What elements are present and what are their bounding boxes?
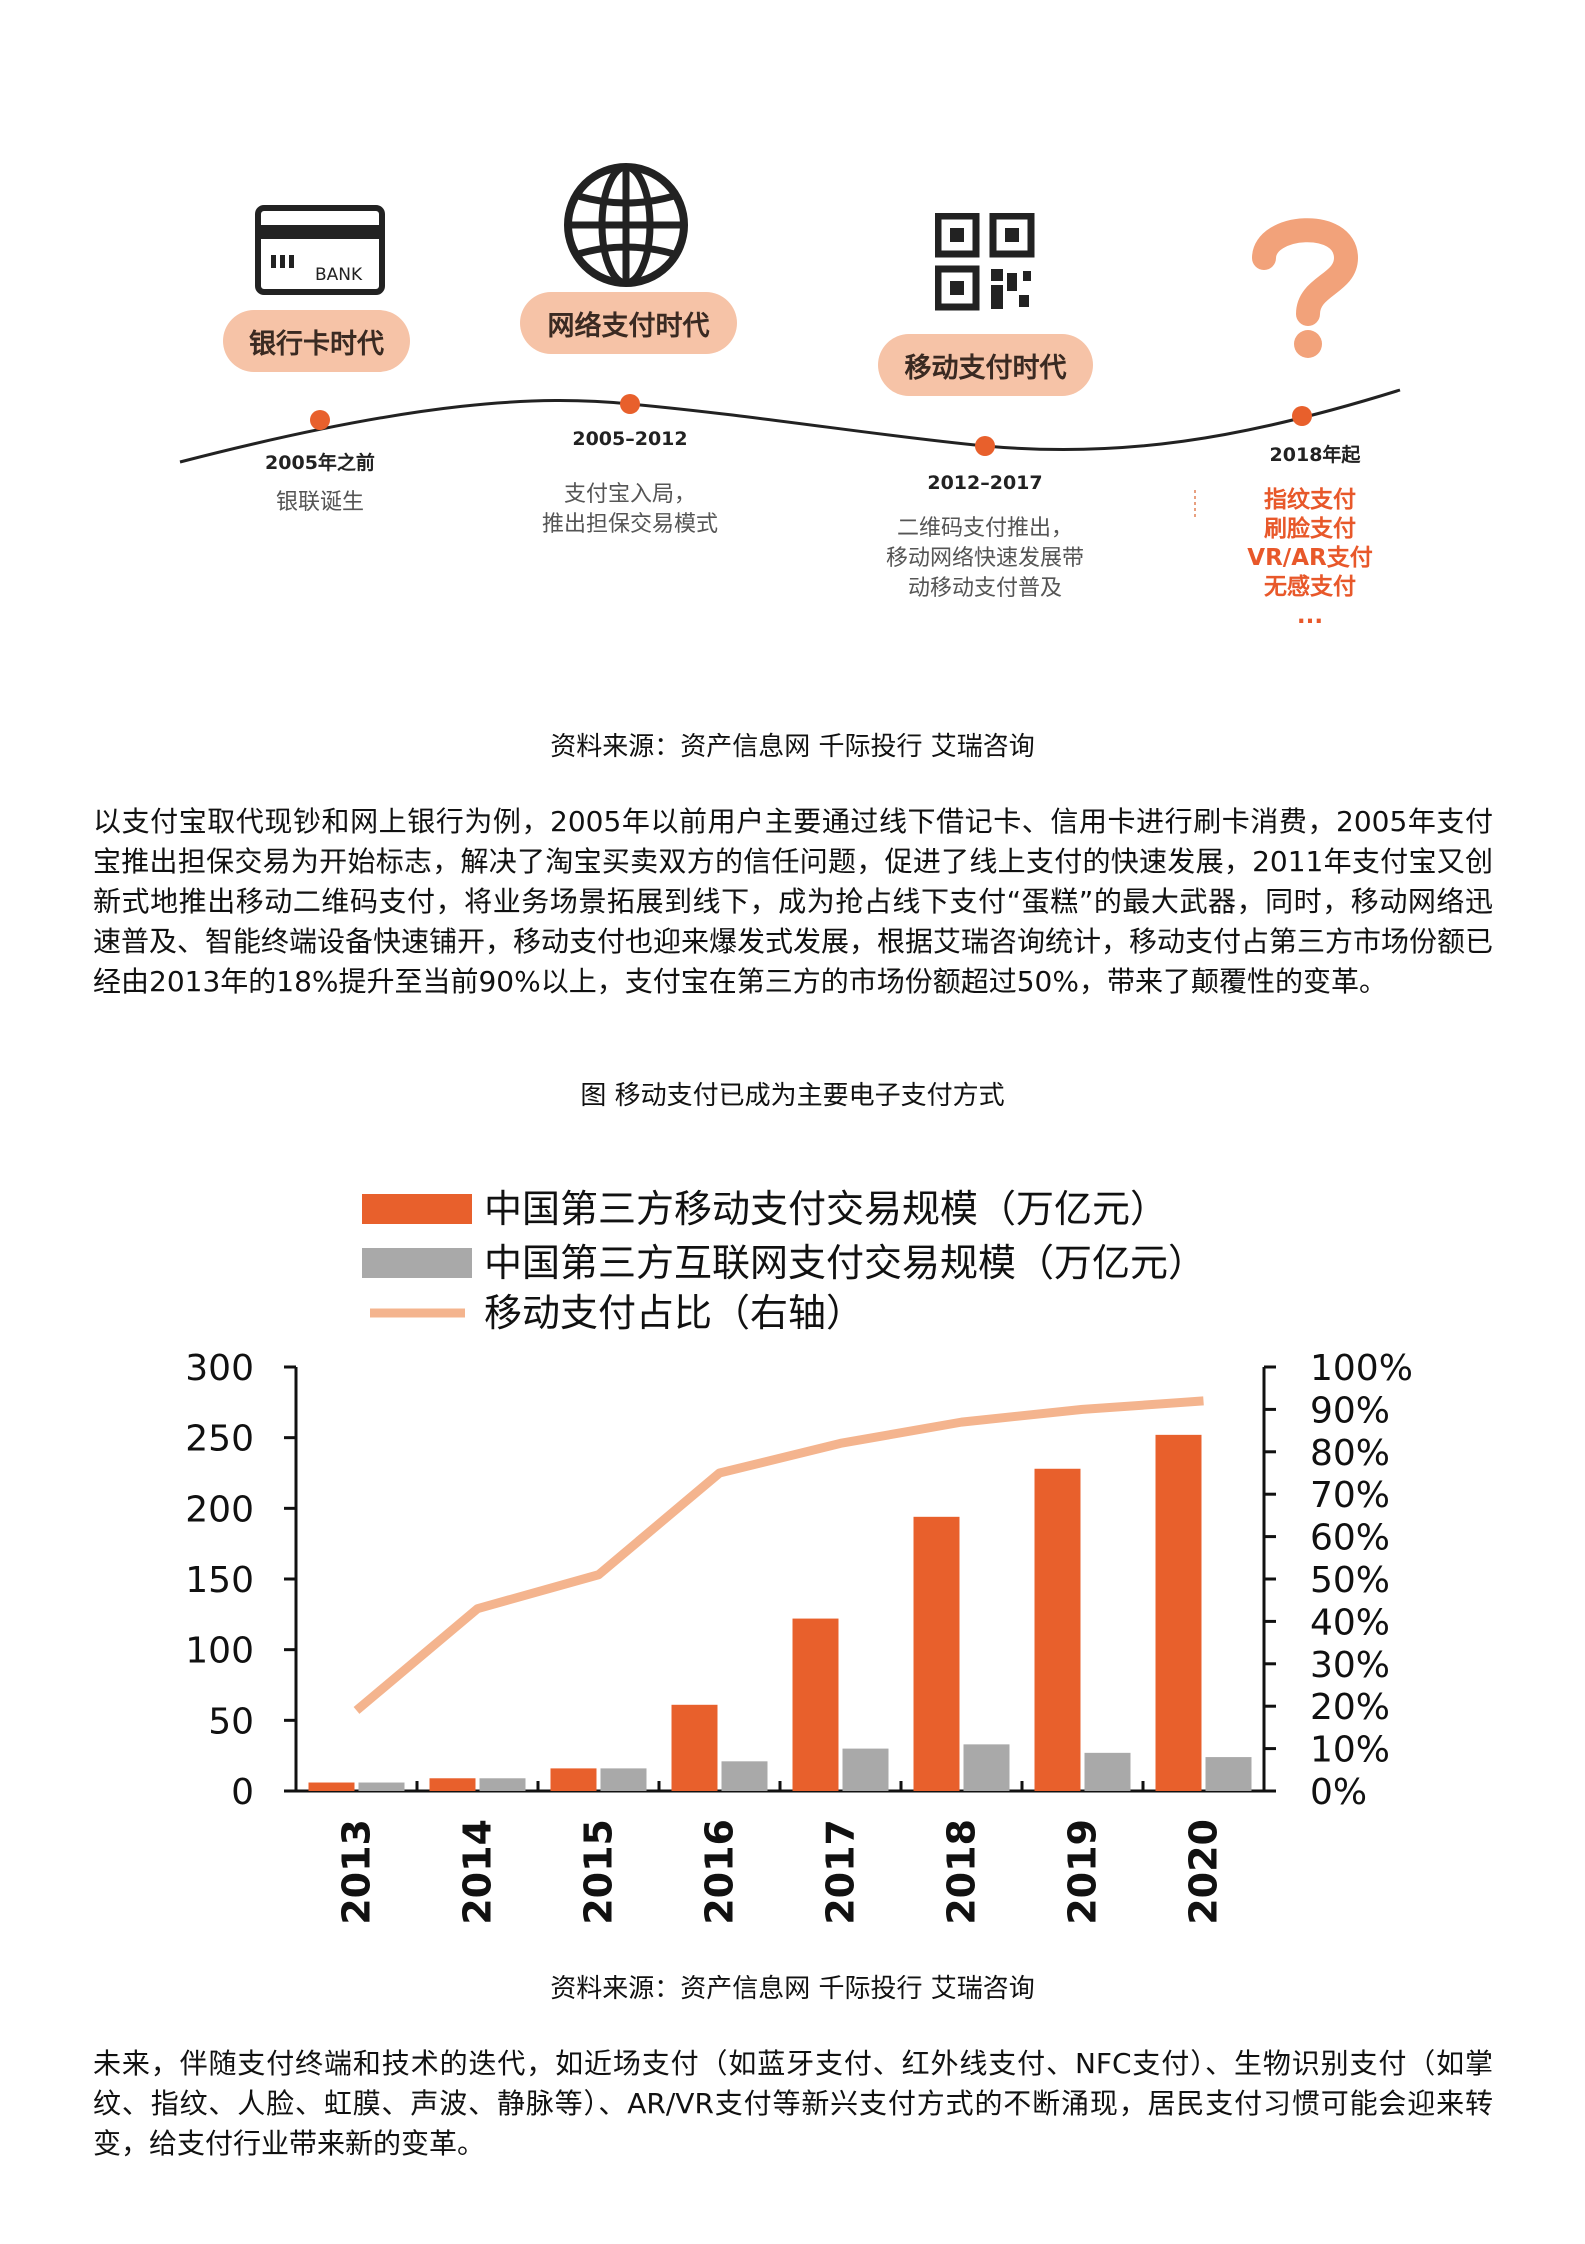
share-line-layer xyxy=(353,1396,1204,1714)
legend-label-share: 移动支付占比（右轴） xyxy=(484,1291,864,1335)
right-tick-label: 80% xyxy=(1310,1433,1390,1474)
x-tick-label: 2013 xyxy=(335,1819,379,1925)
right-tick-label: 70% xyxy=(1310,1475,1390,1516)
era-label-online-payment: 网络支付时代 xyxy=(520,292,737,354)
bar-internet-payment xyxy=(963,1744,1010,1791)
era-desc-3-line: 二维码支付推出， xyxy=(896,516,1073,541)
bar-mobile-payment xyxy=(792,1618,839,1791)
left-tick-label: 200 xyxy=(185,1489,254,1530)
left-tick-label: 50 xyxy=(208,1701,254,1742)
era-label-bank-card: 银行卡时代 xyxy=(223,310,410,372)
right-tick-label: 40% xyxy=(1310,1602,1390,1643)
era-date-3: 2012–2017 xyxy=(927,472,1043,494)
timeline-dot-3 xyxy=(975,436,995,456)
figure-title: 图 移动支付已成为主要电子支付方式 xyxy=(580,1081,1005,1111)
bar-internet-payment xyxy=(358,1782,405,1791)
right-tick-label: 10% xyxy=(1310,1730,1390,1771)
legend-swatch-mobile xyxy=(362,1194,472,1224)
globe-icon xyxy=(564,163,688,287)
left-tick-label: 100 xyxy=(185,1631,254,1672)
left-tick-label: 0 xyxy=(231,1772,254,1813)
future-item: ... xyxy=(1296,603,1324,629)
question-mark-icon xyxy=(1252,218,1359,358)
x-tick-label: 2014 xyxy=(456,1819,500,1925)
right-tick-label: 90% xyxy=(1310,1390,1390,1431)
future-item: VR/AR支付 xyxy=(1247,545,1373,571)
legend-label-mobile: 中国第三方移动支付交易规模（万亿元） xyxy=(484,1187,1168,1231)
share-line xyxy=(353,1396,1204,1714)
era-desc-2-line: 推出担保交易模式 xyxy=(541,512,718,537)
era-desc-2: 支付宝入局， 推出担保交易模式 xyxy=(505,480,755,540)
legend-label-internet: 中国第三方互联网支付交易规模（万亿元） xyxy=(484,1241,1206,1285)
era-desc-3: 二维码支付推出， 移动网络快速发展带 动移动支付普及 xyxy=(860,514,1110,604)
era-date-1: 2005年之前 xyxy=(265,452,375,474)
timeline-dot-1 xyxy=(310,410,330,430)
left-tick-label: 250 xyxy=(185,1419,254,1460)
era-desc-3-line: 移动网络快速发展带 xyxy=(885,546,1084,571)
x-axis-ticks: 2013 2014 2015 2016 2017 2018 2019 2020 xyxy=(335,1781,1226,1925)
bar-mobile-payment xyxy=(1155,1434,1202,1791)
bar-internet-payment xyxy=(842,1748,889,1791)
era-date-4: 2018年起 xyxy=(1269,444,1361,466)
bar-internet-payment xyxy=(721,1761,768,1791)
left-axis-ticks: 0 50 100 150 200 250 300 xyxy=(185,1348,296,1813)
timeline-dot-4 xyxy=(1292,406,1312,426)
source-caption-2: 资料来源：资产信息网 千际投行 艾瑞咨询 xyxy=(550,1974,1035,2004)
x-tick-label: 2016 xyxy=(698,1819,742,1925)
body-paragraph-2: 未来，伴随支付终端和技术的迭代，如近场支付（如蓝牙支付、红外线支付、NFC支付）… xyxy=(93,2047,1493,2160)
qr-code-icon xyxy=(935,213,1035,311)
era-desc-1: 银联诞生 xyxy=(220,488,420,518)
right-tick-label: 50% xyxy=(1310,1560,1390,1601)
left-tick-label: 300 xyxy=(185,1348,254,1389)
timeline-dot-2 xyxy=(620,394,640,414)
future-item: 指纹支付 xyxy=(1264,487,1356,513)
x-tick-label: 2017 xyxy=(819,1819,863,1925)
bar-mobile-payment xyxy=(1034,1468,1081,1791)
source-caption-1: 资料来源：资产信息网 千际投行 艾瑞咨询 xyxy=(550,732,1035,762)
timeline-curve xyxy=(179,388,1401,520)
right-tick-label: 30% xyxy=(1310,1645,1390,1686)
bank-card-icon: BANK xyxy=(255,205,385,295)
legend-swatch-internet xyxy=(362,1248,472,1278)
bar-internet-payment xyxy=(600,1768,647,1791)
bar-mobile-payment xyxy=(429,1778,476,1791)
era-date-2: 2005–2012 xyxy=(572,428,688,450)
future-payment-list: 指纹支付 刷脸支付 VR/AR支付 无感支付 ... xyxy=(1220,486,1400,631)
right-tick-label: 100% xyxy=(1310,1348,1413,1389)
future-item: 刷脸支付 xyxy=(1264,516,1356,542)
bar-mobile-payment xyxy=(913,1516,960,1791)
x-tick-label: 2020 xyxy=(1182,1819,1226,1925)
x-tick-label: 2018 xyxy=(940,1819,984,1925)
bar-mobile-payment xyxy=(308,1782,355,1791)
right-tick-label: 60% xyxy=(1310,1518,1390,1559)
future-item: 无感支付 xyxy=(1264,574,1356,600)
x-tick-label: 2015 xyxy=(577,1819,621,1925)
body-paragraph-1: 以支付宝取代现钞和网上银行为例，2005年以前用户主要通过线下借记卡、信用卡进行… xyxy=(93,805,1494,998)
era-desc-2-line: 支付宝入局， xyxy=(563,482,696,507)
right-axis-ticks: 0%10%20%30%40%50%60%70%80%90%100% xyxy=(1264,1348,1413,1813)
era-desc-3-line: 动移动支付普及 xyxy=(907,576,1062,601)
chart-bars xyxy=(308,1434,1252,1791)
era-label-mobile-payment: 移动支付时代 xyxy=(878,334,1093,396)
left-tick-label: 150 xyxy=(185,1560,254,1601)
bar-internet-payment xyxy=(479,1778,526,1791)
right-tick-label: 0% xyxy=(1310,1772,1367,1813)
bar-mobile-payment xyxy=(671,1704,718,1791)
bar-internet-payment xyxy=(1205,1757,1252,1791)
x-tick-label: 2019 xyxy=(1061,1819,1105,1925)
era-desc-1-line: 银联诞生 xyxy=(275,490,364,515)
mobile-payment-chart: 中国第三方移动支付交易规模（万亿元） 中国第三方互联网支付交易规模（万亿元） 移… xyxy=(185,1187,1413,1925)
right-tick-label: 20% xyxy=(1310,1687,1390,1728)
payment-evolution-timeline: BANK 银行卡时代 网络支付时代 移动支付时代 2005年之前 2005–20… xyxy=(0,0,1585,700)
bank-card-text: BANK xyxy=(315,265,363,285)
bar-internet-payment xyxy=(1084,1752,1131,1791)
bar-mobile-payment xyxy=(550,1768,597,1791)
